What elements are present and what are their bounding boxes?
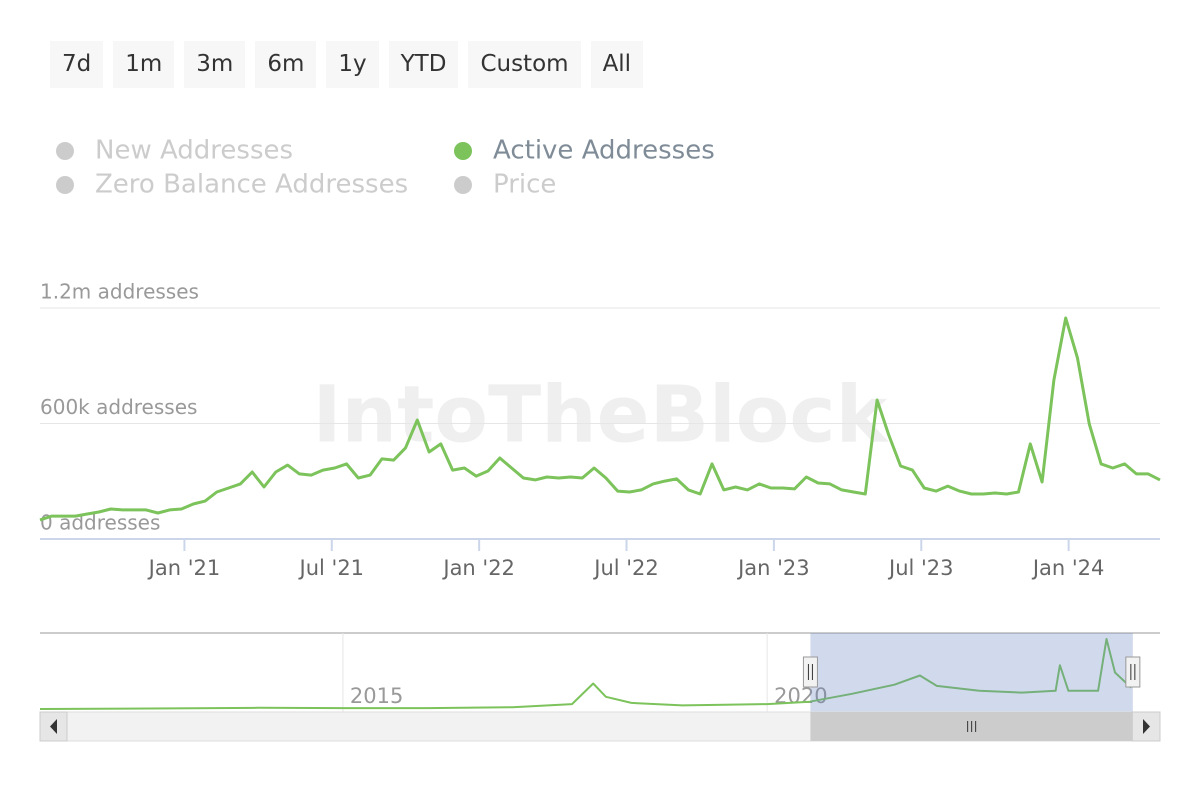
y-tick-label: 1.2m addresses <box>40 280 199 304</box>
x-tick-label: Jul '23 <box>887 556 954 580</box>
x-tick-label: Jan '22 <box>441 556 515 580</box>
data-line <box>39 638 1132 710</box>
range-button[interactable]: 7d <box>50 41 104 88</box>
x-tick-label: Jul '21 <box>298 556 365 580</box>
y-tick-label: 0 addresses <box>40 511 160 535</box>
arrow <box>50 719 57 734</box>
navigator-selection <box>810 633 1133 712</box>
legend-label[interactable]: Zero Balance Addresses <box>95 170 408 200</box>
legend-label[interactable]: Price <box>493 170 556 200</box>
watermark: IntoTheBlock <box>313 370 890 460</box>
navigator-handle[interactable] <box>1125 656 1141 688</box>
legend-label[interactable]: Active Addresses <box>493 136 715 166</box>
range-selector: 7d 1m 3m 6m 1y YTD Custom All <box>50 41 644 88</box>
data-line <box>39 316 1161 522</box>
legend-marker <box>454 142 472 160</box>
legend-marker <box>56 176 74 194</box>
x-tick-label: Jan '23 <box>736 556 810 580</box>
legend-label[interactable]: New Addresses <box>95 136 293 166</box>
x-tick-label: Jul '22 <box>592 556 659 580</box>
range-button[interactable]: 1m <box>113 41 175 88</box>
range-button[interactable]: Custom <box>468 41 581 88</box>
navigator-tick-label: 2015 <box>350 684 403 708</box>
arrow <box>1143 719 1150 734</box>
legend-marker <box>454 176 472 194</box>
navigator-handle[interactable] <box>802 656 818 688</box>
y-tick-label: 600k addresses <box>40 395 197 419</box>
range-button[interactable]: 3m <box>184 41 246 88</box>
x-tick-label: Jan '21 <box>147 556 221 580</box>
range-button[interactable]: 6m <box>255 41 317 88</box>
legend-marker <box>56 142 74 160</box>
range-button[interactable]: 1y <box>326 41 379 88</box>
x-tick-label: Jan '24 <box>1031 556 1105 580</box>
range-button[interactable]: YTD <box>388 41 459 88</box>
range-button[interactable]: All <box>590 41 644 88</box>
